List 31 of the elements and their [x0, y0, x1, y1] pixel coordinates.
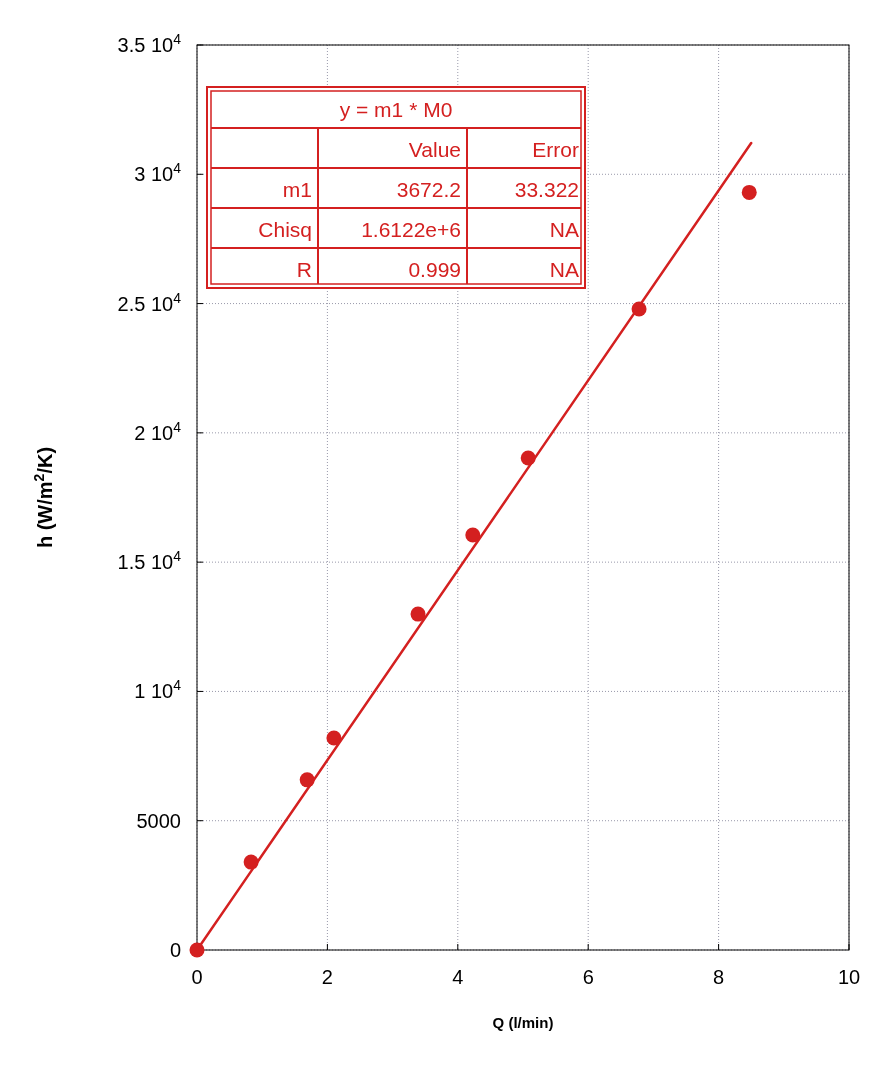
y-tick-label: 2 10$^{4}$ — [134, 418, 182, 444]
x-tick-label: 2 — [321, 966, 333, 988]
annotation: Chisq — [258, 218, 312, 241]
annotation: 0.999 — [408, 258, 461, 281]
annotation: 33.322 — [514, 178, 579, 201]
annotation: Error — [532, 138, 579, 161]
y-tick-label: 2.5 10$^{4}$ — [117, 289, 182, 315]
x-tick-label: 4 — [452, 966, 464, 988]
y-tick-label: 3.5 10$^{4}$ — [117, 31, 182, 56]
annotation: 3672.2 — [396, 178, 461, 201]
annotation: NA — [549, 218, 579, 241]
x-tick-label: 6 — [582, 966, 594, 988]
annotation: Value — [408, 138, 461, 161]
x-tick-label: 0 — [191, 966, 203, 988]
annotation: y = m1 * M0 — [339, 98, 453, 121]
y-tick-label: 1.5 10$^{4}$ — [117, 548, 182, 574]
y-tick-label: 1 10$^{4}$ — [134, 677, 182, 703]
annotation: 1.6122e+6 — [361, 218, 461, 241]
point — [326, 730, 342, 746]
y-tick-label: 3 10$^{4}$ — [134, 160, 182, 186]
x-tick-label: 8 — [713, 966, 725, 988]
point — [465, 527, 481, 543]
annotation: m1 — [282, 178, 312, 201]
point — [741, 184, 757, 200]
y-tick-label: 0 — [169, 939, 181, 961]
point — [410, 606, 426, 622]
y-tick-label: 5000 — [136, 809, 181, 832]
x-tick-label: 10 — [837, 966, 861, 988]
x-axis-title: Q (l/min) — [492, 1014, 554, 1031]
annotation: R — [296, 258, 312, 281]
annotation: NA — [549, 258, 579, 281]
